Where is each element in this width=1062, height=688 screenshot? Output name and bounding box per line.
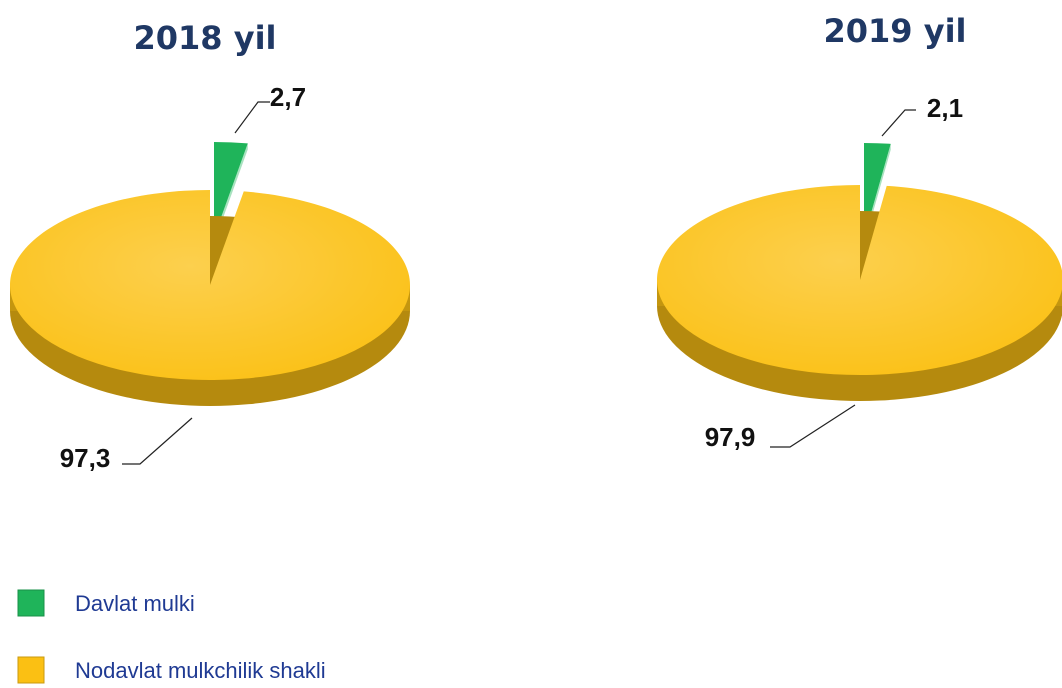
chart-title: 2018 yil — [134, 19, 277, 57]
data-label: 97,3 — [60, 443, 111, 473]
leader-line — [234, 101, 270, 134]
slice-highlight — [9, 190, 410, 380]
slice-highlight — [656, 185, 1062, 375]
legend-label: Davlat mulki — [75, 591, 195, 616]
data-label: 97,9 — [705, 422, 756, 452]
chart-title: 2019 yil — [824, 12, 967, 50]
data-label: 2,1 — [927, 93, 963, 123]
pie-slice — [214, 142, 248, 237]
legend-swatch — [17, 656, 45, 684]
legend-swatch — [17, 589, 45, 617]
leader-line — [881, 109, 916, 137]
leader-line — [122, 417, 193, 465]
leader-line — [770, 404, 856, 448]
data-label: 2,7 — [270, 82, 306, 112]
legend-label: Nodavlat mulkchilik shakli — [75, 658, 326, 683]
